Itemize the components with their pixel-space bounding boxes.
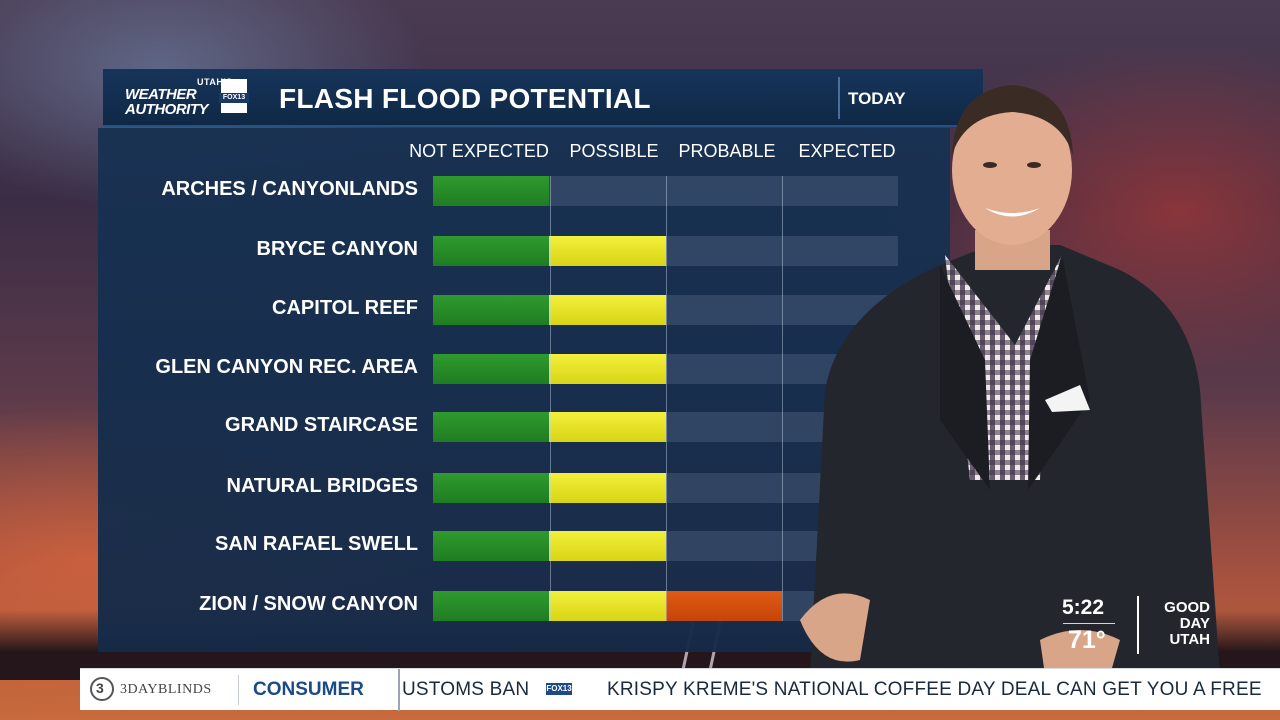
title-divider	[838, 77, 840, 119]
row-label: BRYCE CANYON	[256, 238, 419, 260]
period-label: TODAY	[848, 89, 906, 108]
show-logo-line: DAY	[1179, 615, 1210, 632]
flood-level-segment	[549, 236, 666, 266]
current-temperature: 71°	[1068, 626, 1106, 654]
flood-level-segment	[433, 236, 550, 266]
flood-level-bar	[433, 295, 898, 325]
column-header-possible: POSSIBLE	[569, 141, 659, 161]
row-label: GLEN CANYON REC. AREA	[155, 356, 418, 378]
gridline	[550, 176, 551, 621]
flood-level-segment	[665, 591, 782, 621]
flood-level-bar	[433, 176, 898, 206]
flood-level-bar	[433, 354, 898, 384]
fox-logo: FOX13	[546, 683, 572, 695]
flood-level-segment	[433, 531, 550, 561]
flood-level-segment	[549, 591, 666, 621]
ticker-divider	[398, 669, 400, 711]
column-header-expected: EXPECTED	[798, 141, 896, 161]
ticker-headline: KRISPY KREME'S NATIONAL COFFEE DAY DEAL …	[607, 679, 1262, 700]
column-header-not-expected: NOT EXPECTED	[409, 141, 549, 161]
clock-temp-bug: 5:22 71° GOOD DAY UTAH	[1050, 592, 1230, 660]
bug-separator	[1137, 596, 1139, 654]
show-logo-line: GOOD	[1164, 599, 1210, 616]
title-bar: UTAH'S WEATHER AUTHORITY FOX13 FLASH FLO…	[103, 69, 983, 127]
bug-divider	[1063, 623, 1115, 624]
flood-level-segment	[433, 176, 550, 206]
flood-level-segment	[433, 354, 550, 384]
show-logo: GOOD DAY UTAH	[1154, 600, 1210, 648]
flood-level-segment	[549, 412, 666, 442]
ticker-headline: USTOMS BAN	[402, 679, 530, 700]
ticker-divider	[238, 675, 239, 705]
row-label: NATURAL BRIDGES	[226, 475, 418, 497]
flood-level-segment	[433, 473, 550, 503]
show-logo-line: UTAH	[1169, 631, 1210, 648]
fox-logo: FOX13	[219, 93, 249, 103]
ticker-category: CONSUMER	[253, 679, 364, 700]
column-header-probable: PROBABLE	[678, 141, 776, 161]
row-label: GRAND STAIRCASE	[225, 414, 418, 436]
station-logo: UTAH'S WEATHER AUTHORITY FOX13	[121, 77, 249, 121]
row-label: CAPITOL REEF	[272, 297, 418, 319]
sponsor-name: 3DAYBLINDS	[120, 682, 212, 697]
flood-level-segment	[549, 531, 666, 561]
flood-level-segment	[433, 295, 550, 325]
logo-text-utahs: UTAH'S	[197, 77, 233, 87]
flood-chart-panel	[98, 128, 950, 652]
gridline	[782, 176, 783, 621]
flood-level-segment	[433, 412, 550, 442]
flood-level-segment	[549, 473, 666, 503]
flood-level-segment	[549, 295, 666, 325]
graphic-title: FLASH FLOOD POTENTIAL	[279, 83, 651, 114]
sponsor-logo-icon	[90, 677, 114, 701]
logo-text-weather: WEATHER	[125, 86, 197, 103]
gridline	[666, 176, 667, 621]
logo-text-authority: AUTHORITY	[125, 101, 209, 118]
news-ticker: 3DAYBLINDS CONSUMER USTOMS BAN FOX13 KRI…	[80, 668, 1280, 711]
clock-time: 5:22	[1062, 596, 1105, 619]
row-label: ARCHES / CANYONLANDS	[161, 178, 418, 200]
row-label: SAN RAFAEL SWELL	[215, 533, 418, 555]
row-label: ZION / SNOW CANYON	[199, 593, 418, 615]
flood-level-bar	[433, 412, 898, 442]
flood-level-bar	[433, 236, 898, 266]
flood-level-segment	[549, 354, 666, 384]
presenter	[800, 85, 1220, 675]
flood-level-segment	[433, 591, 550, 621]
